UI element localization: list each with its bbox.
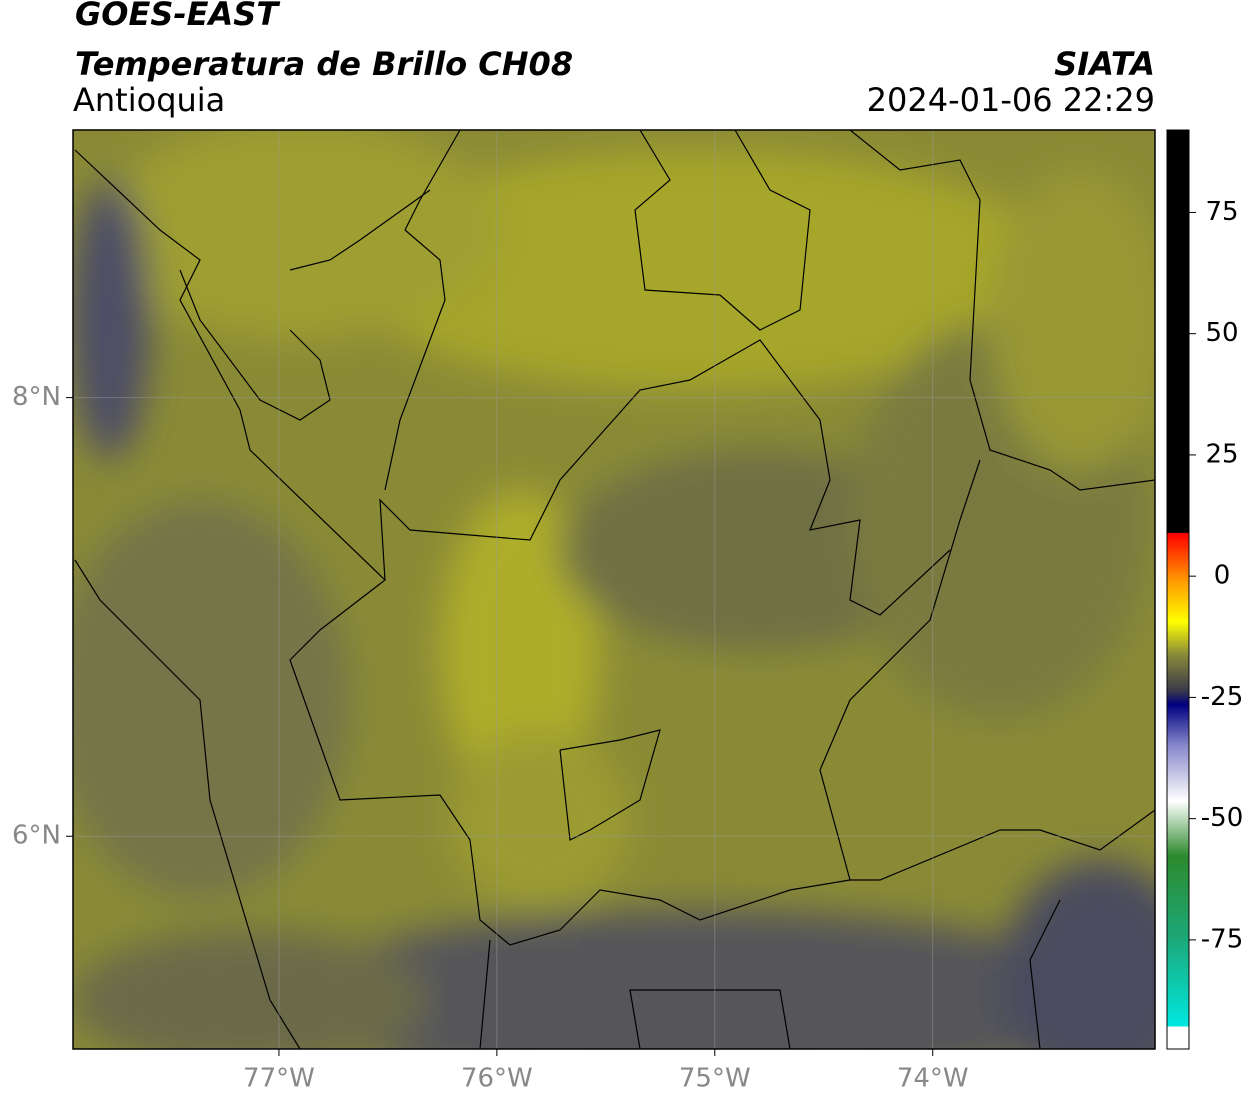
colorbar-tick-label: 75 xyxy=(1205,197,1238,227)
graticule xyxy=(73,130,1155,1049)
colorbar-tick-label: 25 xyxy=(1205,439,1238,469)
colorbar-tick-label: 0 xyxy=(1214,561,1231,591)
title: GOES-EAST xyxy=(75,0,280,33)
x-tick-label: 77°W xyxy=(243,1064,315,1094)
y-tick-label: 8°N xyxy=(12,382,61,412)
map-frame xyxy=(72,129,1156,1050)
x-tick-label: 74°W xyxy=(897,1064,969,1094)
colorbar-tick-label: -50 xyxy=(1201,803,1243,833)
x-tick-label: 75°W xyxy=(679,1064,751,1094)
boundaries xyxy=(74,130,1155,1049)
x-tick-label: 76°W xyxy=(461,1064,533,1094)
timestamp: 2024-01-06 22:29 xyxy=(867,81,1155,119)
region: Antioquia xyxy=(73,81,225,119)
colorbar-tick-label: -75 xyxy=(1201,924,1243,954)
y-tick-label: 6°N xyxy=(12,821,61,851)
colorbar-tick-label: 50 xyxy=(1205,318,1238,348)
colorbar-tick-label: -25 xyxy=(1201,682,1243,712)
subtitle: Temperatura de Brillo CH08 xyxy=(75,45,573,83)
source: SIATA xyxy=(1054,45,1155,83)
colorbar xyxy=(1166,129,1190,1050)
satellite-image xyxy=(73,130,1155,1049)
